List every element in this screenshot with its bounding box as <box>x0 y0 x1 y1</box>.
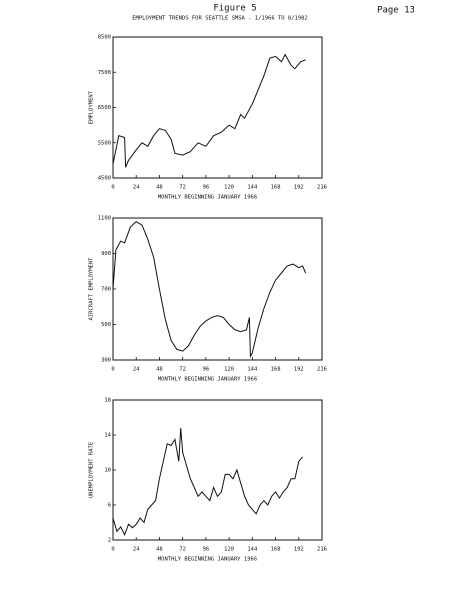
x-axis-label: MONTHLY BEGINNING JANUARY 1966 <box>158 377 257 383</box>
y-tick-label: 1100 <box>98 216 111 222</box>
y-tick-label: 14 <box>104 433 111 439</box>
page-number: Page 13 <box>377 6 415 16</box>
x-tick-label: 0 <box>111 547 114 553</box>
x-tick-label: 24 <box>133 547 140 553</box>
y-axis-label: UNEMPLOYMENT RATE <box>89 442 95 498</box>
y-tick-label: 2 <box>108 538 111 544</box>
x-axis-label: MONTHLY BEGINNING JANUARY 1966 <box>158 557 257 563</box>
x-tick-label: 120 <box>224 547 234 553</box>
x-tick-label: 168 <box>271 547 281 553</box>
x-tick-label: 0 <box>111 367 114 373</box>
y-tick-label: 5500 <box>98 140 111 146</box>
y-axis-label: EMPLOYMENT <box>89 90 95 124</box>
x-tick-label: 0 <box>111 185 114 191</box>
x-tick-label: 168 <box>271 367 281 373</box>
y-tick-label: 700 <box>101 287 111 293</box>
x-tick-label: 48 <box>156 367 163 373</box>
y-tick-label: 900 <box>101 251 111 257</box>
x-tick-label: 216 <box>317 185 327 191</box>
data-line <box>112 53 306 168</box>
x-tick-label: 216 <box>317 367 327 373</box>
data-line <box>112 220 307 359</box>
x-tick-label: 144 <box>247 367 258 373</box>
figure-label: Figure 5 <box>213 4 256 14</box>
y-tick-label: 18 <box>104 398 111 404</box>
x-tick-label: 192 <box>294 547 304 553</box>
y-tick-label: 7500 <box>98 70 111 76</box>
y-tick-label: 300 <box>101 358 111 364</box>
x-tick-label: 216 <box>317 547 327 553</box>
data-line <box>112 427 303 537</box>
x-tick-label: 96 <box>203 367 210 373</box>
x-tick-label: 144 <box>247 185 258 191</box>
x-tick-label: 72 <box>179 185 186 191</box>
x-tick-label: 72 <box>179 367 186 373</box>
y-axis-label: AIRCRAFT EMPLOYMENT <box>89 257 95 321</box>
x-tick-label: 48 <box>156 547 163 553</box>
y-tick-label: 4500 <box>98 176 111 182</box>
x-tick-label: 168 <box>271 185 281 191</box>
y-tick-label: 10 <box>104 468 111 474</box>
x-tick-label: 72 <box>179 547 186 553</box>
x-tick-label: 192 <box>294 185 304 191</box>
y-tick-label: 6500 <box>98 105 111 111</box>
y-tick-label: 6 <box>108 503 111 509</box>
x-tick-label: 192 <box>294 367 304 373</box>
x-tick-label: 120 <box>224 185 234 191</box>
y-tick-label: 500 <box>101 322 111 328</box>
x-tick-label: 48 <box>156 185 163 191</box>
x-axis-label: MONTHLY BEGINNING JANUARY 1966 <box>158 195 257 201</box>
x-tick-label: 96 <box>203 547 210 553</box>
chart-title: EMPLOYMENT TRENDS FOR SEATTLE SMSA - 1/1… <box>132 16 308 22</box>
x-tick-label: 120 <box>224 367 234 373</box>
x-tick-label: 144 <box>247 547 258 553</box>
x-tick-label: 96 <box>203 185 210 191</box>
x-tick-label: 24 <box>133 367 140 373</box>
x-tick-label: 24 <box>133 185 140 191</box>
y-tick-label: 8500 <box>98 35 111 41</box>
